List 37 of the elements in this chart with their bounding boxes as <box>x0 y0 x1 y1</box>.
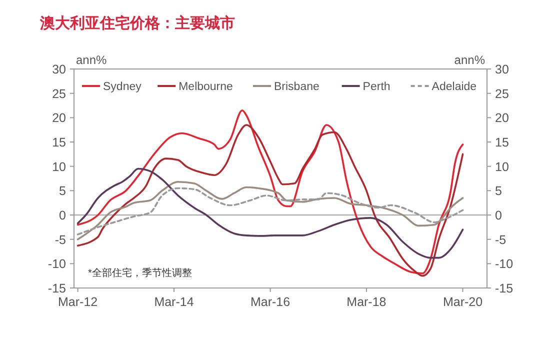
y-tick-label: 0 <box>59 208 66 222</box>
y2-tick-label: 25 <box>495 86 509 101</box>
y2-tick-label: 0 <box>495 208 502 222</box>
x-tick-label: Mar-14 <box>154 295 194 309</box>
y-axis-title: ann% <box>76 53 108 67</box>
y-tick-label: 25 <box>52 86 66 101</box>
y2-tick-label: -15 <box>495 282 514 296</box>
legend-label: Sydney <box>103 81 142 93</box>
y-tick-label: -5 <box>54 232 66 247</box>
x-tick-label: Mar-12 <box>58 295 98 309</box>
line-series <box>76 187 464 236</box>
y-tick-label: 15 <box>52 136 66 150</box>
y2-tick-label: 15 <box>495 136 509 150</box>
legend-label: Brisbane <box>274 81 320 93</box>
line-series <box>76 168 464 259</box>
y2-tick-label: -10 <box>495 257 514 272</box>
annotation: *全部住宅，季节性调整 <box>88 267 192 279</box>
y-tick-label: 10 <box>52 160 66 174</box>
legend-label: Perth <box>362 81 390 93</box>
y-tick-label: 20 <box>52 111 66 126</box>
y2-axis-title: ann% <box>454 53 486 67</box>
x-tick-label: Mar-20 <box>442 295 483 309</box>
y-tick-label: 5 <box>59 184 66 198</box>
legend-label: Melbourne <box>178 81 233 93</box>
y-tick-label: 30 <box>52 62 66 76</box>
line-series <box>76 181 464 240</box>
legend-label: Adelaide <box>432 81 477 93</box>
y2-tick-label: 20 <box>495 111 509 126</box>
x-tick-label: Mar-18 <box>346 295 386 309</box>
y-tick-label: -10 <box>48 257 66 272</box>
y-tick-label: -15 <box>48 282 66 296</box>
x-tick-label: Mar-16 <box>250 295 290 309</box>
y2-tick-label: 30 <box>495 62 509 76</box>
y2-tick-label: -5 <box>495 232 506 247</box>
y2-tick-label: 10 <box>495 160 509 174</box>
y2-tick-label: 5 <box>495 184 502 198</box>
chart-title: 澳大利亚住宅价格：主要城市 <box>39 14 235 32</box>
